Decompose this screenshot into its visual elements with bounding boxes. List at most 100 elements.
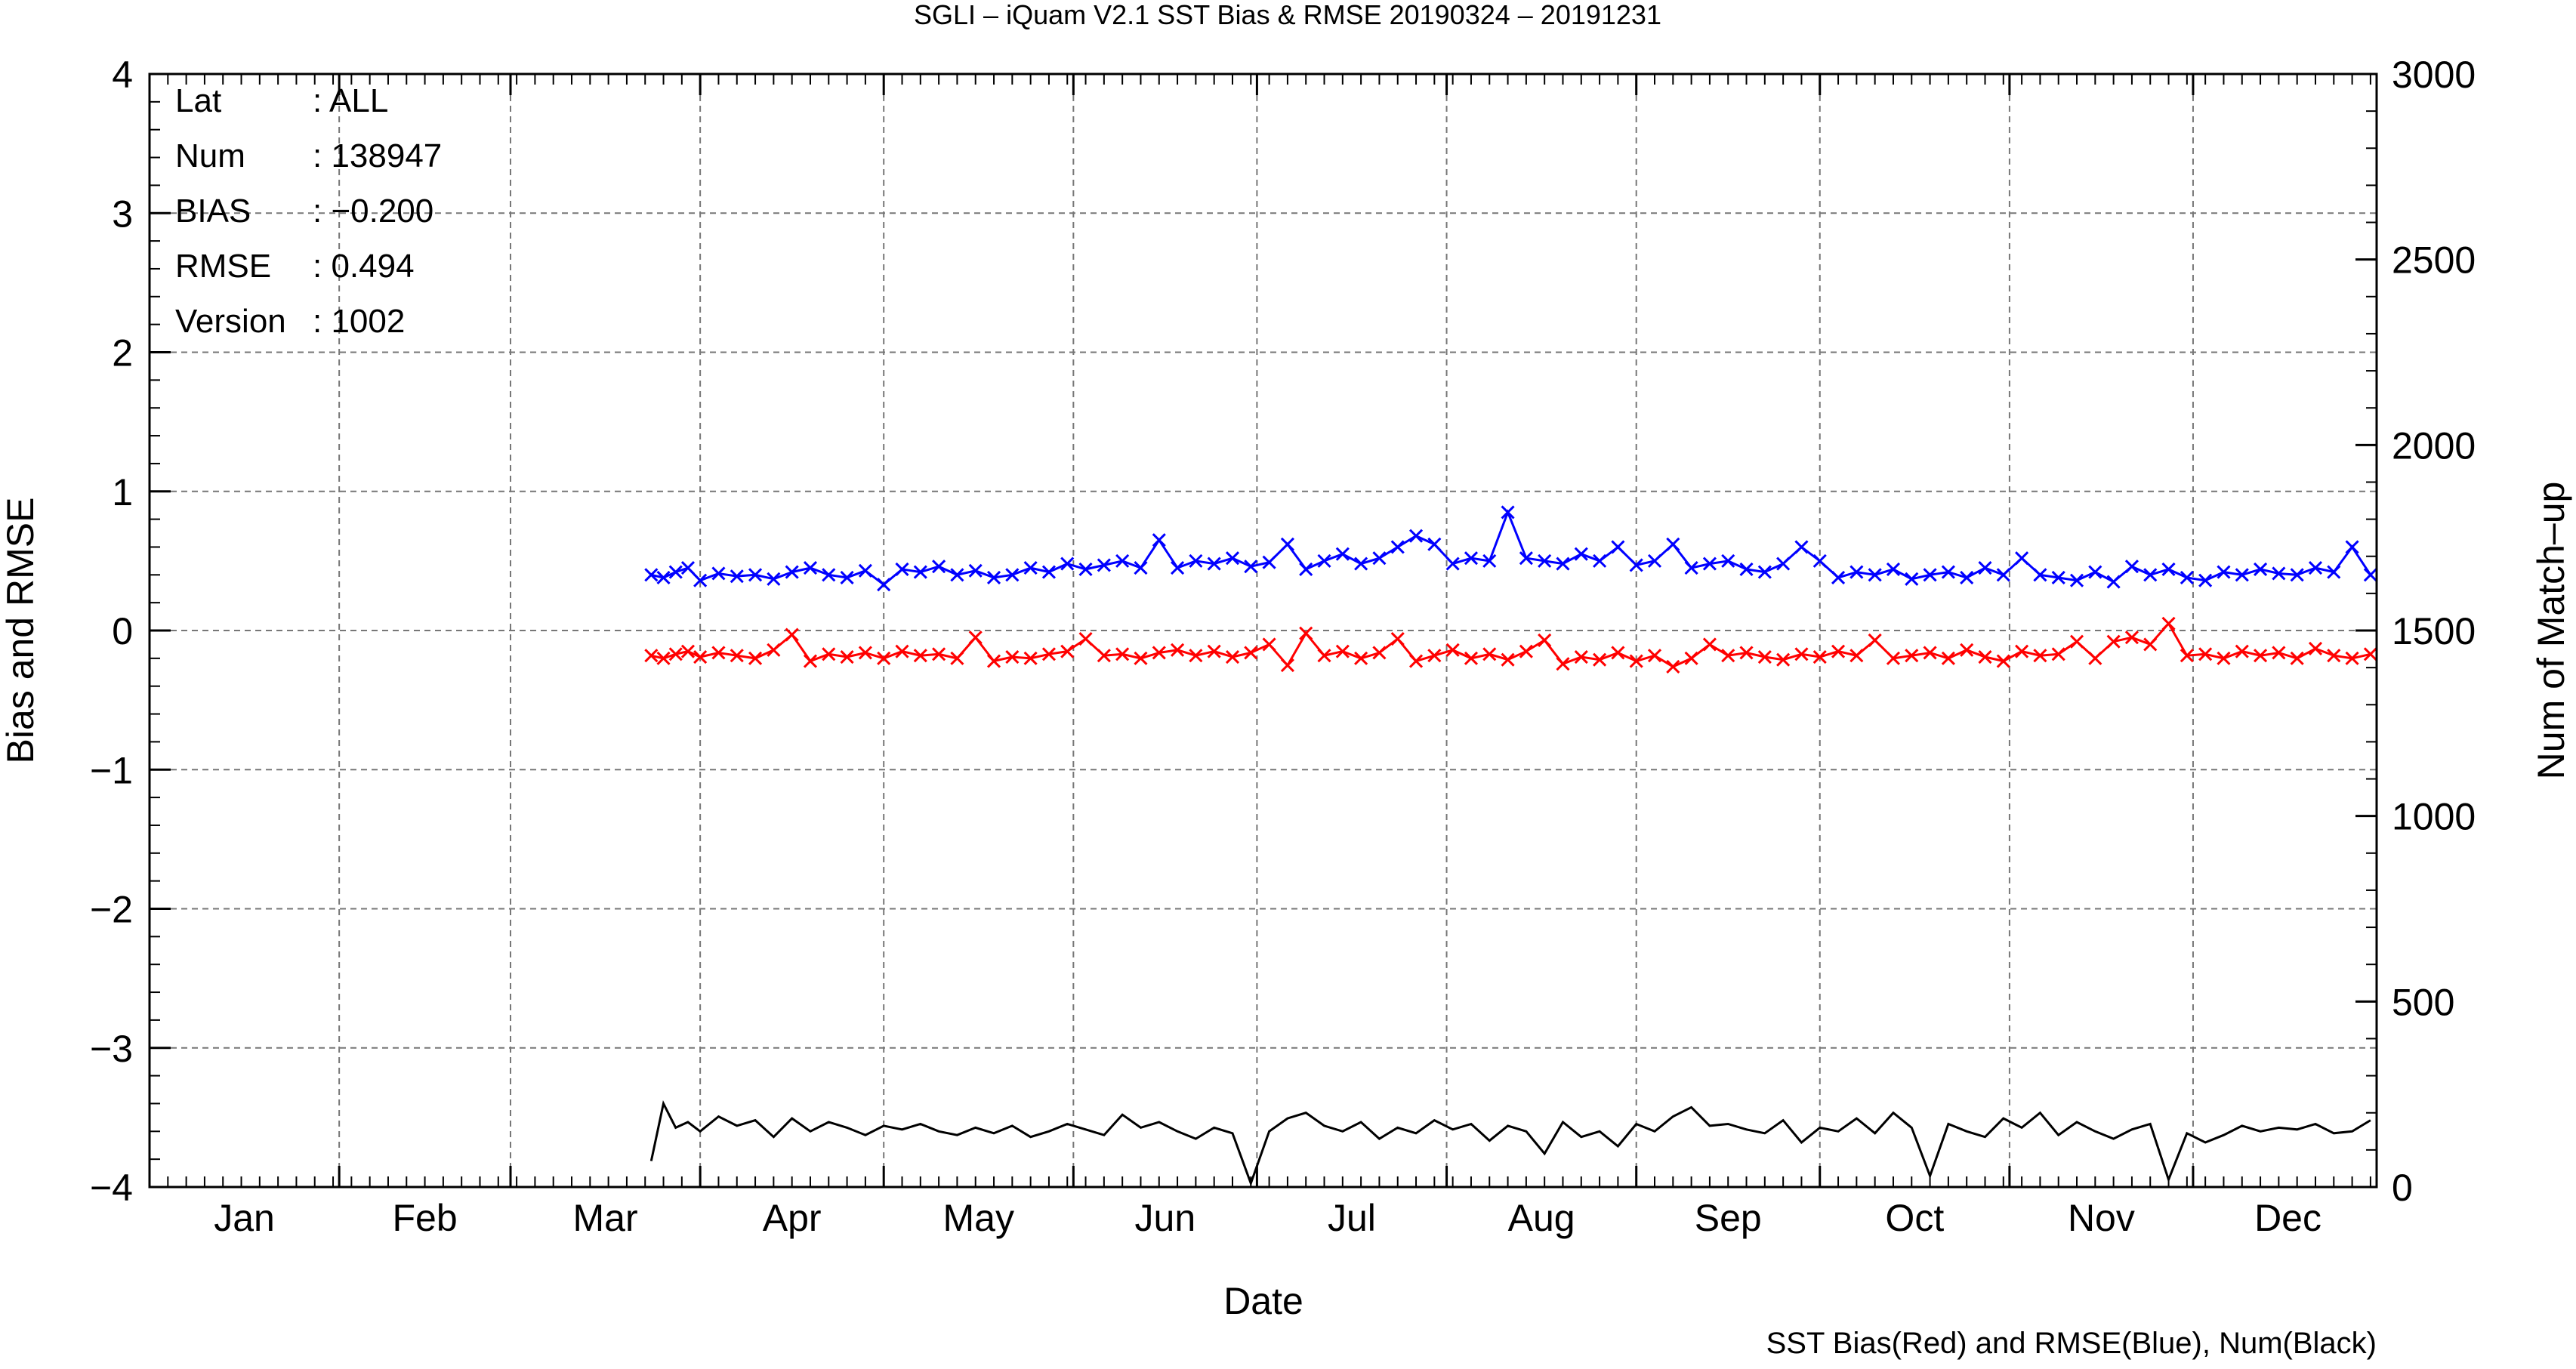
rmse-point <box>2217 565 2231 579</box>
bias-point <box>1574 649 1588 664</box>
rmse-point <box>2161 562 2176 576</box>
bias-point <box>2290 651 2304 665</box>
rmse-point <box>1684 561 1698 575</box>
bias-point <box>1941 651 1955 665</box>
rmse-point <box>1886 562 1901 576</box>
bias-point <box>1005 649 1020 664</box>
bias-point <box>858 646 872 660</box>
bias-point <box>968 631 983 645</box>
rmse-point <box>785 565 799 579</box>
bias-point <box>1794 647 1809 661</box>
bias-point <box>2124 631 2139 645</box>
rmse-point <box>2235 568 2249 582</box>
stats-key: RMSE <box>175 248 271 285</box>
bias-point <box>1538 633 1552 647</box>
bias-point <box>1556 657 1570 671</box>
y-right-tick-label: 2500 <box>2392 239 2476 282</box>
y-left-tick-label: −3 <box>90 1028 133 1070</box>
rmse-point <box>950 568 964 582</box>
grid-lines <box>150 74 2377 1187</box>
rmse-point <box>1097 558 1111 572</box>
rmse-point <box>2290 568 2304 582</box>
bias-point <box>1757 649 1772 664</box>
stats-key: Lat <box>175 82 221 119</box>
x-tick-label: Mar <box>573 1197 638 1239</box>
stats-value: : −0.200 <box>313 193 433 230</box>
rmse-point <box>1666 537 1680 551</box>
rmse-point <box>1041 565 1057 579</box>
bias-point <box>2308 641 2323 656</box>
rmse-point <box>2069 573 2084 587</box>
bias-point <box>1996 654 2010 668</box>
rmse-point <box>1794 540 1809 554</box>
rmse-point <box>767 572 781 586</box>
x-tick-label: Jan <box>214 1197 275 1239</box>
rmse-point <box>1244 560 1258 574</box>
rmse-point <box>1538 553 1552 568</box>
rmse-point <box>656 570 671 585</box>
bias-point <box>2235 644 2249 658</box>
bias-point <box>1078 631 1093 646</box>
x-tick-label: Dec <box>2254 1197 2321 1239</box>
x-tick-label: Apr <box>763 1197 822 1239</box>
stats-value: : 138947 <box>313 137 442 174</box>
bias-point <box>822 647 836 661</box>
stats-key: Num <box>175 137 245 174</box>
rmse-point <box>1262 555 1276 569</box>
rmse-point <box>1941 565 1955 579</box>
rmse-point <box>1335 547 1350 561</box>
rmse-point <box>1556 557 1570 571</box>
bias-point <box>1152 646 1166 660</box>
rmse-point <box>1060 557 1075 571</box>
y-right-tick-label: 3000 <box>2392 54 2476 96</box>
rmse-point <box>1923 568 1937 582</box>
bias-point <box>1684 651 1698 665</box>
bias-point <box>1501 652 1515 667</box>
rmse-point <box>2363 568 2377 582</box>
bias-point <box>1354 651 1368 665</box>
bias-point <box>693 649 708 664</box>
y-right-tick-label: 1500 <box>2392 610 2476 652</box>
rmse-point <box>2106 575 2121 589</box>
rmse-point <box>1354 557 1368 571</box>
rmse-point <box>1189 553 1203 568</box>
bias-point <box>2161 616 2176 631</box>
rmse-point <box>1812 553 1827 568</box>
rmse-point <box>1960 570 1974 585</box>
rmse-point <box>913 565 927 579</box>
y-left-tick-label: 0 <box>112 610 133 652</box>
bias-point <box>1280 658 1294 673</box>
ticks: 4 3 2 1 0 −1 −2 −3 −4 3000 2500 2000 1500 1000 500 0 Jan… <box>90 54 2476 1239</box>
rmse-point <box>2180 570 2194 585</box>
rmse-point <box>986 570 1001 585</box>
bias-point <box>1041 647 1057 661</box>
rmse-point <box>748 568 763 582</box>
bias-point <box>803 654 818 668</box>
bias-point <box>986 654 1001 668</box>
rmse-line <box>650 509 2372 587</box>
bias-point <box>767 643 781 657</box>
bias-point <box>2180 649 2194 663</box>
bias-point <box>1702 637 1717 652</box>
bias-point <box>1171 643 1185 657</box>
bias-point <box>2106 634 2121 649</box>
x-tick-label: Aug <box>1508 1197 1575 1239</box>
bias-point <box>2217 651 2231 665</box>
stats-value: : ALL <box>313 82 388 119</box>
rmse-point <box>1005 568 1020 582</box>
bias-point <box>1629 654 1643 668</box>
bias-point <box>1960 643 1974 657</box>
bias-point <box>1097 649 1111 663</box>
bias-point <box>1244 646 1258 660</box>
rmse-point <box>1390 540 1405 554</box>
bias-point <box>1849 649 1864 663</box>
rmse-point <box>1702 557 1717 571</box>
y-left-tick-label: 1 <box>112 471 133 513</box>
stats-value: : 1002 <box>313 303 405 340</box>
bias-point <box>748 651 763 665</box>
rmse-point <box>1757 565 1772 579</box>
bias-point <box>1611 646 1625 660</box>
rmse-point <box>1427 537 1442 551</box>
series-layer <box>644 505 2377 1187</box>
bias-point <box>1464 651 1479 665</box>
